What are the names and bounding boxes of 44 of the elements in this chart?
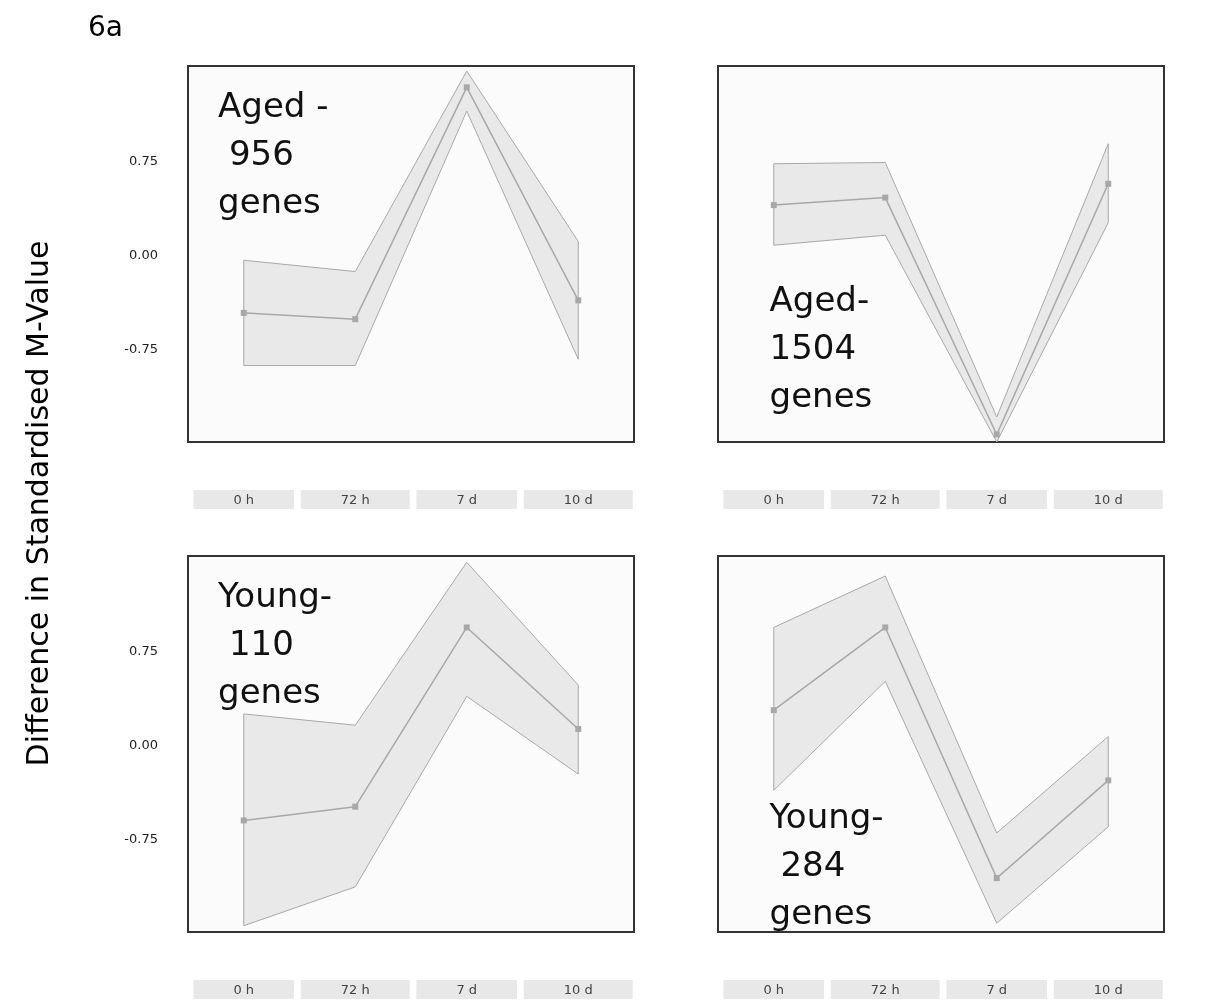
x-tick-label: 7 d — [456, 492, 478, 507]
x-tick-label: 10 d — [563, 982, 593, 997]
point — [352, 316, 359, 323]
y-tick-label: 0.00 — [129, 246, 158, 262]
x-tick-label: 0 h — [763, 492, 785, 507]
point — [352, 803, 359, 810]
annotation: Young- 110 genes — [217, 575, 333, 712]
point — [882, 194, 889, 201]
x-tick-label: 0 h — [233, 982, 255, 997]
y-tick-label: -0.75 — [124, 830, 158, 846]
point — [770, 202, 777, 209]
x-tick-label: 7 d — [456, 982, 478, 997]
annotation: Young- 284 genes — [768, 795, 884, 932]
point — [240, 817, 247, 824]
x-tick-label: 10 d — [563, 492, 593, 507]
x-tick-label: 72 h — [340, 982, 370, 997]
point — [1105, 777, 1112, 784]
y-tick-label: 0.75 — [129, 642, 158, 658]
annotation: Aged- 1504 genes — [769, 279, 881, 415]
y-tick-label: 0.75 — [129, 152, 158, 168]
point — [463, 624, 470, 631]
point — [882, 624, 889, 631]
x-tick-label: 0 h — [763, 982, 785, 997]
x-tick-label: 7 d — [986, 982, 1008, 997]
x-tick-label: 0 h — [233, 492, 255, 507]
y-axis-title: Difference in Standardised M-Value — [20, 240, 56, 766]
x-tick-label: 72 h — [870, 982, 900, 997]
chart-title: 6a — [88, 10, 123, 43]
y-tick-label: -0.75 — [124, 340, 158, 356]
x-tick-label: 72 h — [870, 492, 900, 507]
point — [1105, 180, 1112, 187]
point — [240, 309, 247, 316]
annotation: Aged - 956 genes — [218, 85, 329, 222]
point — [463, 84, 470, 91]
point — [575, 297, 582, 304]
y-tick-label: 0.00 — [129, 736, 158, 752]
x-tick-label: 7 d — [986, 492, 1008, 507]
point — [993, 431, 1000, 438]
point — [575, 725, 582, 732]
x-tick-label: 10 d — [1093, 982, 1123, 997]
x-tick-label: 72 h — [340, 492, 370, 507]
point — [993, 875, 1000, 882]
point — [770, 707, 777, 714]
x-tick-label: 10 d — [1093, 492, 1123, 507]
